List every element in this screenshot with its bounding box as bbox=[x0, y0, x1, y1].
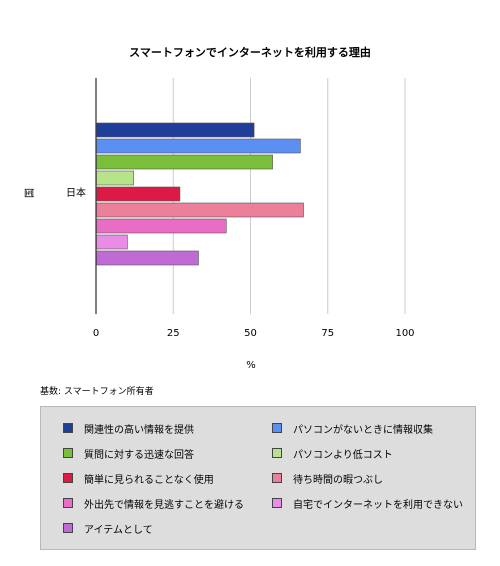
legend-item: 外出先で情報を見逃すことを避ける bbox=[63, 496, 244, 511]
x-tick-label: 25 bbox=[167, 328, 180, 339]
bar bbox=[96, 138, 301, 154]
base-note: 基数: スマートフォン所有者 bbox=[40, 387, 154, 397]
chart-area: 0 25 50 75 100 日本 国% bbox=[24, 78, 415, 371]
bar bbox=[96, 122, 255, 138]
x-tick-label: 0 bbox=[93, 328, 99, 339]
legend-label: パソコンより低コスト bbox=[293, 449, 393, 461]
category-label: 日本 bbox=[66, 186, 86, 199]
legend-label: 外出先で情報を見逃すことを避ける bbox=[84, 499, 244, 511]
legend-item: 質問に対する迅速な回答 bbox=[63, 446, 194, 461]
legend-label: アイテムとして bbox=[84, 524, 153, 536]
legend-swatch bbox=[272, 498, 282, 508]
legend-swatch bbox=[63, 473, 73, 483]
y-axis-title: 国 bbox=[24, 188, 36, 198]
legend-swatch bbox=[272, 448, 282, 458]
bar bbox=[96, 186, 181, 202]
legend-swatch bbox=[63, 498, 73, 508]
legend-label: 簡単に見られることなく使用 bbox=[84, 474, 214, 486]
bar bbox=[96, 250, 199, 266]
legend-label: パソコンがないときに情報収集 bbox=[293, 424, 433, 436]
bar bbox=[96, 234, 128, 250]
legend-item: 自宅でインターネットを利用できない bbox=[272, 496, 463, 511]
legend-swatch bbox=[272, 423, 282, 433]
x-axis-title: % bbox=[246, 360, 256, 371]
legend-swatch bbox=[63, 523, 73, 533]
legend-label: 質問に対する迅速な回答 bbox=[84, 449, 194, 461]
bar bbox=[96, 218, 227, 234]
bar bbox=[96, 202, 304, 218]
x-tick-label: 100 bbox=[395, 328, 414, 339]
legend-swatch bbox=[63, 423, 73, 433]
legend-item: 関連性の高い情報を提供 bbox=[63, 421, 194, 436]
legend-item: 簡単に見られることなく使用 bbox=[63, 471, 214, 486]
legend-item: パソコンがないときに情報収集 bbox=[272, 421, 433, 436]
legend: 関連性の高い情報を提供 パソコンがないときに情報収集質問に対する迅速な回答 パソコン… bbox=[40, 406, 476, 550]
x-tick-label: 50 bbox=[244, 328, 257, 339]
legend-item: パソコンより低コスト bbox=[272, 446, 393, 461]
legend-swatch bbox=[63, 448, 73, 458]
legend-item: アイテムとして bbox=[63, 521, 153, 536]
chart-title: スマートフォンでインターネットを利用する理由 bbox=[129, 46, 371, 59]
bar bbox=[96, 154, 273, 170]
legend-swatch bbox=[272, 473, 282, 483]
legend-label: 自宅でインターネットを利用できない bbox=[293, 499, 463, 511]
legend-item: 待ち時間の暇つぶし bbox=[272, 471, 383, 486]
legend-label: 待ち時間の暇つぶし bbox=[293, 474, 383, 486]
legend-label: 関連性の高い情報を提供 bbox=[84, 424, 194, 436]
x-tick-label: 75 bbox=[321, 328, 334, 339]
bar bbox=[96, 170, 134, 186]
